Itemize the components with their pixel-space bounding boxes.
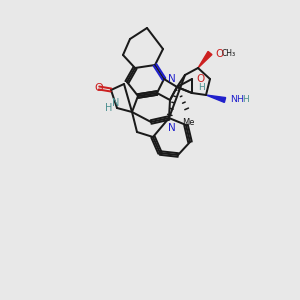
Text: H: H	[242, 95, 249, 104]
Text: O: O	[215, 49, 223, 59]
Text: N: N	[168, 74, 176, 84]
Text: N: N	[168, 123, 176, 133]
Text: N: N	[112, 98, 120, 108]
Text: CH₃: CH₃	[222, 50, 236, 58]
Text: O: O	[94, 83, 103, 93]
Polygon shape	[198, 51, 212, 68]
Text: O: O	[196, 74, 204, 84]
Text: NH: NH	[230, 94, 244, 103]
Text: Me: Me	[182, 118, 194, 127]
Text: H: H	[105, 103, 113, 113]
Polygon shape	[206, 95, 226, 102]
Text: H: H	[198, 83, 205, 92]
